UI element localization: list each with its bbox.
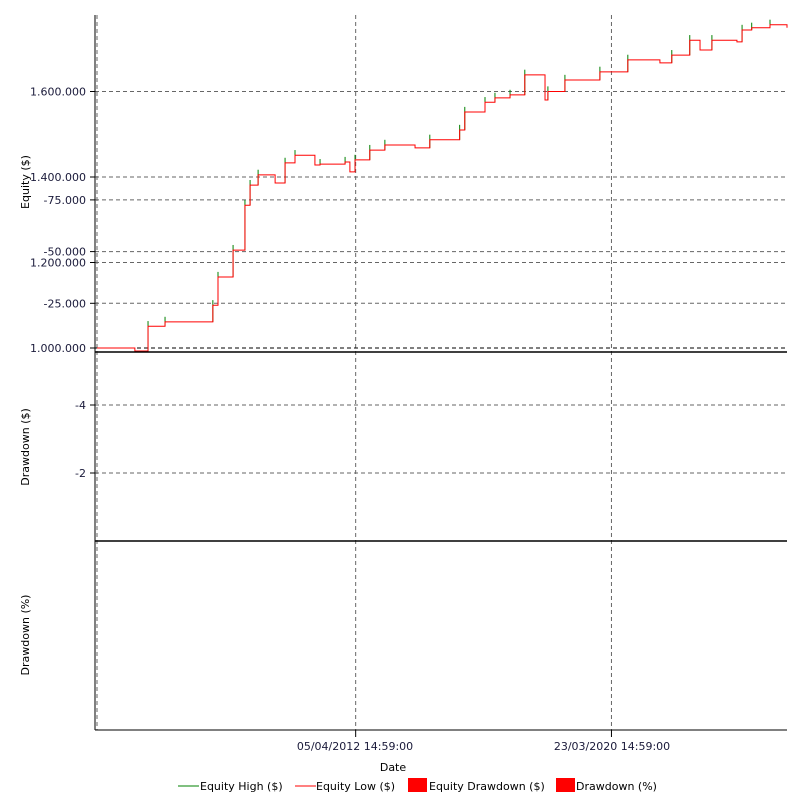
y-tick-label: -50.000 [44, 246, 86, 259]
y-axis-label-equity: Equity ($) [19, 155, 32, 209]
legend: Equity High ($) Equity Low ($) Equity Dr… [178, 778, 657, 793]
axes: 1.000.000 1.200.000 1.400.000 1.600.000 -25.… [30, 15, 787, 737]
y-tick-label: 1.400.000 [30, 171, 86, 184]
y-tick-label: -4 [75, 399, 86, 412]
x-tick-label: 23/03/2020 14:59:00 [554, 740, 670, 753]
grid [95, 15, 787, 730]
legend-item-equity-low[interactable]: Equity Low ($) [295, 780, 395, 793]
x-axis-label: Date [380, 761, 407, 774]
legend-label: Equity Drawdown ($) [429, 780, 545, 793]
y-tick-label: 1.200.000 [30, 257, 86, 270]
legend-swatch [408, 778, 427, 792]
legend-swatch [556, 778, 575, 792]
y-axis-label-drawdown-percent: Drawdown (%) [19, 595, 32, 676]
y-tick-label: -75.000 [44, 194, 86, 207]
legend-label: Drawdown (%) [576, 780, 657, 793]
y-axis-label-drawdown-dollar: Drawdown ($) [19, 408, 32, 486]
equity-low-line [97, 24, 788, 352]
legend-item-drawdown-percent[interactable]: Drawdown (%) [556, 778, 657, 793]
legend-item-equity-drawdown[interactable]: Equity Drawdown ($) [408, 778, 545, 793]
y-tick-label: 1.000.000 [30, 342, 86, 355]
chart-marks [97, 19, 788, 352]
legend-label: Equity High ($) [200, 780, 283, 793]
y-tick-label: -25.000 [44, 297, 86, 310]
x-tick-label: 05/04/2012 14:59:00 [297, 740, 413, 753]
legend-label: Equity Low ($) [316, 780, 395, 793]
legend-item-equity-high[interactable]: Equity High ($) [178, 780, 283, 793]
y-tick-label: -2 [75, 467, 86, 480]
y-tick-label: 1.600.000 [30, 86, 86, 99]
